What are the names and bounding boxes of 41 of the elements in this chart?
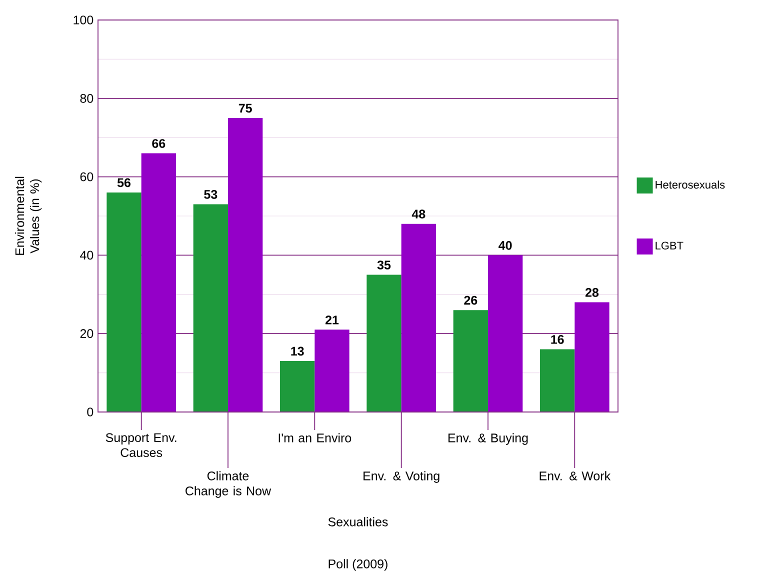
bar bbox=[193, 204, 228, 412]
data-label: 35 bbox=[377, 260, 391, 270]
text: Poll (2009) bbox=[328, 559, 388, 571]
x-tick-label: Env. & Buying bbox=[448, 433, 528, 445]
x-tick-label: Support Env. Causes bbox=[106, 433, 176, 458]
y-axis-title: Environmental Values (in %) bbox=[14, 176, 42, 255]
bar bbox=[366, 274, 402, 412]
y-tick-label: 0 bbox=[87, 408, 94, 416]
data-label: 40 bbox=[498, 240, 512, 250]
data-label: 75 bbox=[238, 104, 252, 113]
data-label: 13 bbox=[291, 346, 304, 356]
bar bbox=[401, 224, 436, 412]
data-label: 28 bbox=[585, 288, 599, 297]
y-tick-label: 60 bbox=[80, 172, 94, 182]
bar bbox=[488, 255, 523, 412]
bar bbox=[280, 361, 315, 412]
bar bbox=[314, 330, 350, 412]
bar bbox=[141, 153, 176, 412]
x-tick-label: Climate Change is Now bbox=[186, 471, 272, 498]
data-label: 53 bbox=[204, 190, 218, 199]
y-tick-label: 100 bbox=[74, 16, 94, 24]
data-label: 48 bbox=[412, 210, 426, 218]
bar bbox=[228, 118, 263, 412]
legend-label: LGBT bbox=[656, 242, 684, 250]
data-label: 26 bbox=[464, 296, 478, 305]
bar bbox=[106, 192, 142, 412]
data-label: 21 bbox=[325, 316, 339, 324]
bar bbox=[574, 302, 610, 412]
data-label: 66 bbox=[152, 139, 166, 148]
x-tick-label: Env. & Voting bbox=[364, 471, 440, 483]
x-axis-title: Sexualities bbox=[328, 517, 388, 526]
x-tick-label: I'm an Enviro bbox=[278, 433, 352, 442]
y-tick-label: 40 bbox=[80, 250, 94, 260]
x-tick-label: Env. & Work bbox=[540, 471, 611, 480]
bar bbox=[540, 349, 575, 412]
y-tick-label: 20 bbox=[80, 329, 94, 338]
y-tick-label: 80 bbox=[80, 94, 94, 103]
data-label: 56 bbox=[117, 178, 130, 188]
legend-label: Heterosexuals bbox=[656, 180, 725, 189]
data-label: 16 bbox=[551, 335, 564, 344]
bar bbox=[453, 310, 488, 412]
